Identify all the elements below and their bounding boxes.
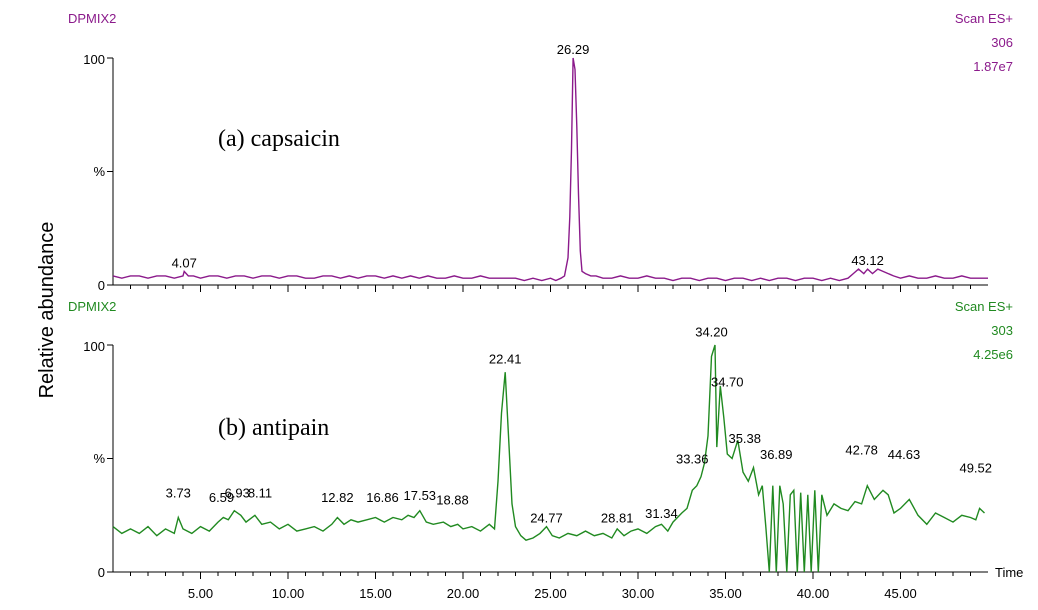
panel-a-peak-label: 43.12 xyxy=(851,253,884,268)
panel-b-xtick-label: 35.00 xyxy=(709,586,742,601)
panel-b-xlabel: Time xyxy=(995,565,1023,580)
panel-a-ytick-label-0: 100 xyxy=(83,52,105,67)
panel-b-peak-label: 49.52 xyxy=(959,461,992,476)
panel-a-header-left: DPMIX2 xyxy=(68,11,116,26)
panel-b-peak-label: 36.89 xyxy=(760,447,793,462)
panel-b-peak-label: 28.81 xyxy=(601,511,634,526)
panel-b-peak-label: 31.34 xyxy=(645,506,678,521)
panel-b-peak-label: 22.41 xyxy=(489,352,522,367)
panel-a-header-right-2: 1.87e7 xyxy=(973,59,1013,74)
panel-b-peak-label: 3.73 xyxy=(166,486,191,501)
panel-b-header-right-2: 4.25e6 xyxy=(973,347,1013,362)
y-axis-label: Relative abundance xyxy=(36,222,58,399)
panel-b-peak-label: 12.82 xyxy=(321,490,354,505)
panel-b-peak-label: 6.93 xyxy=(225,486,250,501)
panel-b-peak-label: 16.86 xyxy=(366,490,399,505)
panel-b-peak-label: 34.20 xyxy=(695,324,728,339)
panel-b-xtick-label: 45.00 xyxy=(884,586,917,601)
panel-a-peak-label: 26.29 xyxy=(557,42,590,57)
panel-a-ytick-label-1: % xyxy=(93,164,105,179)
panel-b-ytick-label-2: 0 xyxy=(98,565,105,580)
panel-b-xtick-label: 20.00 xyxy=(447,586,480,601)
panel-b-ytick-label-1: % xyxy=(93,451,105,466)
panel-b-peak-label: 33.36 xyxy=(676,452,709,467)
panel-b-annotation: (b) antipain xyxy=(218,415,329,441)
panel-b-peak-label: 44.63 xyxy=(888,447,921,462)
panel-a-peak-label: 4.07 xyxy=(172,255,197,270)
panel-b-xtick-label: 30.00 xyxy=(622,586,655,601)
panel-b-peak-label: 35.38 xyxy=(728,431,761,446)
panel-a-annotation: (a) capsaicin xyxy=(218,126,340,152)
panel-b-header-right-0: Scan ES+ xyxy=(955,299,1013,314)
panel-b-peak-label: 18.88 xyxy=(436,492,469,507)
panel-b-peak-label: 6.59 xyxy=(209,490,234,505)
panel-a-trace xyxy=(112,57,988,282)
panel-b-peak-label: 8.11 xyxy=(248,486,272,501)
panel-b-xtick-label: 5.00 xyxy=(188,586,213,601)
panel-b-peak-label: 42.78 xyxy=(845,443,878,458)
panel-b-trace xyxy=(112,344,985,573)
panel-a-header-right-1: 306 xyxy=(991,35,1013,50)
panel-b-peak-label: 17.53 xyxy=(404,488,437,503)
panel-b-header-right-1: 303 xyxy=(991,323,1013,338)
panel-a-header-right-0: Scan ES+ xyxy=(955,11,1013,26)
panel-b-ytick-label-0: 100 xyxy=(83,339,105,354)
panel-b-peak-label: 34.70 xyxy=(711,374,744,389)
panel-b-xtick-label: 15.00 xyxy=(359,586,392,601)
panel-b-xtick-label: 10.00 xyxy=(272,586,305,601)
panel-a-ytick-label-2: 0 xyxy=(98,278,105,293)
panel-b-xtick-label: 40.00 xyxy=(797,586,830,601)
panel-b-xtick-label: 25.00 xyxy=(534,586,567,601)
panel-b-header-left: DPMIX2 xyxy=(68,299,116,314)
panel-b-peak-label: 24.77 xyxy=(530,511,563,526)
